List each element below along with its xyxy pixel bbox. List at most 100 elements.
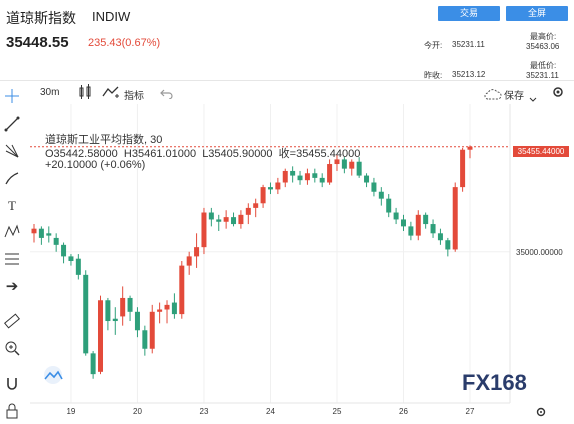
- cloud-icon[interactable]: [484, 87, 502, 100]
- candle-1: [38, 226, 44, 245]
- prev-close-label: 昨收:: [424, 71, 443, 80]
- candle-body-50: [400, 219, 406, 227]
- chart-settings-icon[interactable]: [535, 405, 547, 417]
- settings-gear-icon[interactable]: [551, 85, 565, 99]
- candle-15: [142, 325, 148, 356]
- pattern-icon[interactable]: [2, 224, 22, 242]
- candle-45: [364, 173, 370, 188]
- candle-body-13: [127, 297, 133, 312]
- candle-0: [31, 224, 37, 243]
- candle-body-37: [304, 173, 310, 181]
- candle-40: [327, 159, 333, 185]
- candle-body-41: [334, 159, 340, 165]
- candle-body-58: [460, 149, 466, 188]
- fork-tool-icon[interactable]: [2, 143, 22, 161]
- candle-body-16: [149, 311, 155, 349]
- legend-name: 道琼斯工业平均指数, 30: [45, 134, 163, 146]
- candle-52: [415, 210, 421, 241]
- last-price-tag: 35455.44000: [513, 146, 569, 157]
- candle-body-35: [290, 170, 296, 176]
- candle-body-26: [223, 217, 229, 222]
- candle-28: [238, 210, 244, 229]
- save-button[interactable]: 保存: [504, 91, 524, 102]
- brush-icon[interactable]: [2, 170, 22, 188]
- candle-43: [349, 159, 355, 176]
- fib-icon[interactable]: [2, 251, 22, 269]
- fullscreen-button[interactable]: 全屏: [506, 6, 568, 21]
- candles-group: [31, 145, 473, 379]
- text-tool-icon[interactable]: T: [8, 198, 16, 213]
- candle-body-6: [75, 258, 81, 275]
- y-tick-label-0: 35000.00000: [516, 248, 563, 257]
- candle-11: [112, 307, 118, 335]
- candle-25: [216, 214, 222, 231]
- candle-49: [393, 207, 399, 225]
- today-open-label: 今开:: [424, 41, 443, 50]
- candle-30: [253, 198, 259, 218]
- trendline-icon[interactable]: [2, 116, 22, 134]
- candle-50: [400, 214, 406, 231]
- candle-body-14: [134, 311, 140, 331]
- candle-body-19: [171, 302, 177, 315]
- candle-31: [260, 184, 266, 208]
- candle-body-7: [83, 274, 89, 354]
- candle-body-38: [312, 173, 318, 178]
- chevron-down-icon[interactable]: [529, 90, 537, 102]
- candle-7: [83, 270, 89, 356]
- candle-body-4: [61, 244, 67, 257]
- candle-body-10: [105, 300, 111, 322]
- candle-27: [231, 212, 237, 227]
- magnet-icon[interactable]: [2, 376, 22, 394]
- indicator-icon[interactable]: [102, 85, 120, 99]
- candle-39: [319, 173, 325, 188]
- ticker-symbol: INDIW: [92, 9, 131, 24]
- candle-body-20: [179, 265, 185, 315]
- candle-body-15: [142, 330, 148, 349]
- candle-body-1: [38, 228, 44, 238]
- zoom-icon[interactable]: [2, 340, 22, 358]
- low-value: 35231.11: [526, 71, 559, 80]
- prev-close-value: 35213.12: [452, 70, 486, 79]
- candle-5: [68, 254, 74, 266]
- back-arrow-icon[interactable]: ➔: [5, 278, 19, 295]
- ruler-icon[interactable]: [2, 313, 22, 331]
- legend-delta: +20.10000 (+0.06%): [45, 159, 146, 171]
- candle-51: [408, 221, 414, 241]
- candle-16: [149, 304, 155, 354]
- candle-body-3: [53, 237, 59, 245]
- crosshair-icon[interactable]: [2, 88, 22, 106]
- legend-interval: 30: [150, 134, 163, 146]
- candle-body-5: [68, 256, 74, 262]
- candle-body-47: [378, 191, 384, 199]
- candle-53: [423, 212, 429, 229]
- candle-29: [245, 203, 251, 225]
- candle-body-18: [164, 304, 170, 310]
- y-axis-labels: 35000.00000: [516, 248, 563, 257]
- header-divider: [0, 80, 574, 81]
- candle-32: [267, 182, 273, 195]
- x-axis-labels: 19 20 23 24 25 26 27: [66, 407, 475, 416]
- candle-type-icon[interactable]: [78, 84, 92, 100]
- lock-draw-icon[interactable]: [2, 403, 22, 421]
- candle-body-51: [408, 226, 414, 236]
- candle-body-2: [46, 233, 52, 236]
- interval-selector[interactable]: 30m: [40, 87, 60, 98]
- candle-body-56: [445, 240, 451, 250]
- candle-41: [334, 154, 340, 171]
- candle-body-33: [275, 182, 281, 190]
- candle-9: [98, 295, 104, 375]
- candle-54: [430, 219, 436, 238]
- candle-body-34: [282, 170, 288, 183]
- candle-body-17: [157, 309, 163, 312]
- trade-button[interactable]: 交易: [438, 6, 500, 21]
- candle-body-27: [231, 217, 237, 225]
- candle-22: [194, 233, 200, 268]
- candle-48: [386, 194, 392, 218]
- x-tick-label-3: 24: [266, 407, 275, 416]
- candle-24: [208, 207, 214, 227]
- candle-body-25: [216, 219, 222, 222]
- indicator-button[interactable]: 指标: [124, 91, 144, 102]
- candle-body-52: [415, 214, 421, 236]
- undo-icon[interactable]: [160, 86, 174, 100]
